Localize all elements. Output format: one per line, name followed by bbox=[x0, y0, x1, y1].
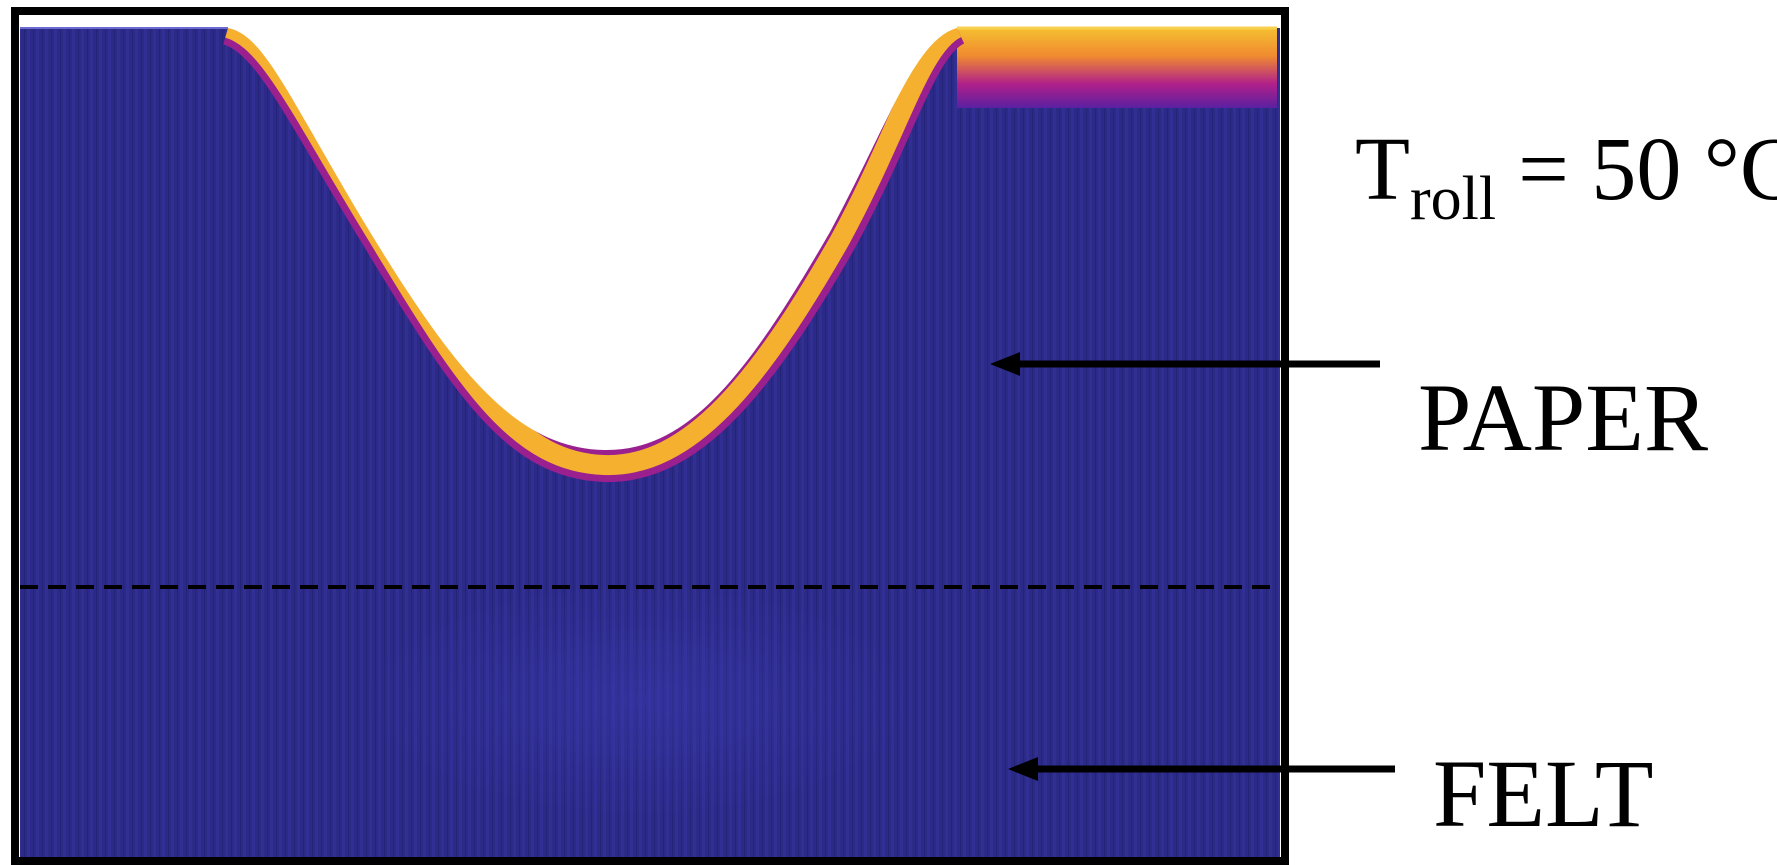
value: = 50 °C bbox=[1518, 120, 1777, 219]
felt-label: FELT bbox=[1433, 740, 1654, 847]
hot-band bbox=[957, 28, 1277, 108]
thermal-image bbox=[20, 9, 1285, 858]
symbol: T bbox=[1355, 120, 1410, 219]
subscript: roll bbox=[1410, 165, 1496, 233]
temperature-label: Troll = 50 °C bbox=[1355, 120, 1777, 233]
felt-glow bbox=[360, 580, 920, 820]
paper-label: PAPER bbox=[1418, 364, 1708, 471]
figure: Troll = 50 °C PAPER FELT bbox=[0, 0, 1777, 865]
